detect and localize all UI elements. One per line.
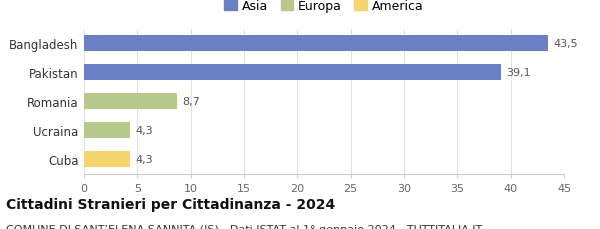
Text: 4,3: 4,3 <box>135 155 153 165</box>
Text: COMUNE DI SANT’ELENA SANNITA (IS) - Dati ISTAT al 1° gennaio 2024 - TUTTITALIA.I: COMUNE DI SANT’ELENA SANNITA (IS) - Dati… <box>6 224 482 229</box>
Text: 8,7: 8,7 <box>182 97 200 107</box>
Bar <box>84 36 548 52</box>
Bar <box>84 123 130 139</box>
Text: 4,3: 4,3 <box>135 126 153 136</box>
Legend: Asia, Europa, America: Asia, Europa, America <box>220 0 428 18</box>
Text: 43,5: 43,5 <box>553 39 578 49</box>
Bar <box>84 94 177 110</box>
Text: Cittadini Stranieri per Cittadinanza - 2024: Cittadini Stranieri per Cittadinanza - 2… <box>6 197 335 211</box>
Text: 39,1: 39,1 <box>506 68 531 78</box>
Bar <box>84 65 501 81</box>
Bar <box>84 152 130 168</box>
